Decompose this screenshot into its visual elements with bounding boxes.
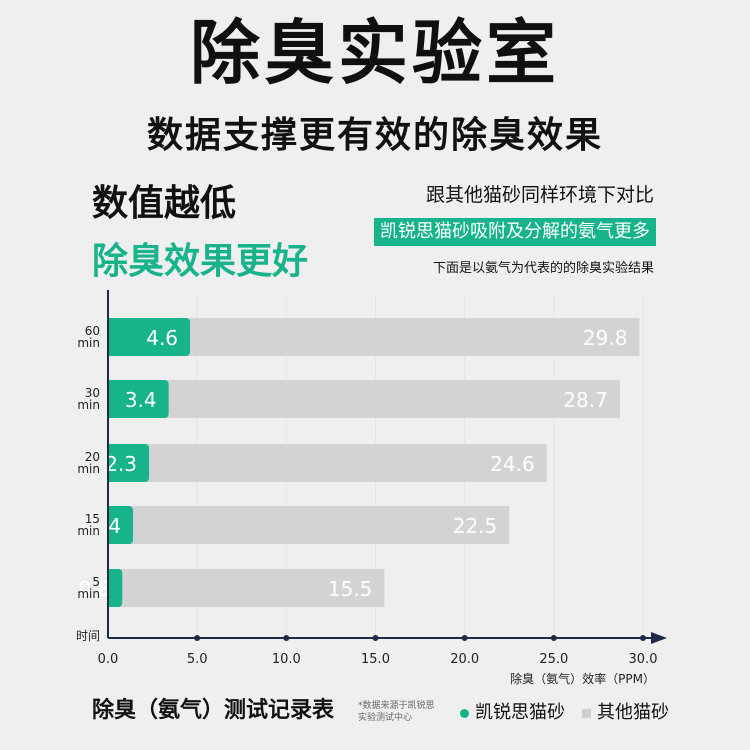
- bar-kairuisi-edge: [108, 444, 114, 482]
- category-label-unit: min: [77, 587, 100, 601]
- x-tick-label: 30.0: [629, 652, 658, 667]
- bar-kairuisi-edge: [108, 318, 114, 356]
- category-label-unit: min: [77, 524, 100, 538]
- category-label-unit: min: [77, 336, 100, 350]
- data-label-kairuisi: 4.6: [146, 326, 178, 350]
- category-label-unit: min: [77, 462, 100, 476]
- data-label-kairuisi: 3.4: [125, 388, 157, 412]
- data-source-line-2: 实验测试中心: [358, 713, 413, 723]
- x-tick-label: 25.0: [539, 652, 568, 667]
- highlight-badge: 凯锐思猫砂吸附及分解的氨气更多: [374, 218, 656, 246]
- x-tick-dot: [461, 635, 468, 641]
- bar-kairuisi-edge: [108, 569, 114, 607]
- category-label-number: 60: [85, 324, 100, 338]
- bar-other: [108, 318, 640, 356]
- bar-other: [108, 569, 385, 607]
- headline-lower-value: 数值越低: [92, 183, 237, 224]
- page-subtitle: 数据支撑更有效的除臭效果: [146, 115, 603, 156]
- legend-square-icon: [582, 708, 591, 718]
- category-label-number: 30: [85, 386, 100, 400]
- bar-kairuisi: [108, 444, 150, 482]
- x-tick-dot: [283, 635, 290, 641]
- data-label-other: 15.5: [328, 577, 373, 601]
- category-label-number: 5: [92, 575, 100, 589]
- legend-label-other: 其他猫砂: [597, 702, 669, 723]
- x-tick-label: 0.0: [98, 652, 119, 667]
- bar-other: [108, 506, 510, 544]
- footer-title: 除臭（氨气）测试记录表: [92, 698, 335, 723]
- legend-label-kairuisi: 凯锐思猫砂: [475, 702, 565, 723]
- x-tick-dot: [550, 635, 557, 641]
- data-label-other: 29.8: [583, 326, 628, 350]
- bar-other: [108, 444, 547, 482]
- data-source-line-1: *数据来源于凯锐思: [358, 701, 435, 711]
- x-tick-label: 10.0: [272, 652, 301, 667]
- data-label-other: 28.7: [563, 388, 608, 412]
- bar-kairuisi-edge: [108, 506, 114, 544]
- y-axis-title: 时间: [76, 629, 100, 643]
- x-axis-title: 除臭（氨气）效率（PPM）: [510, 671, 655, 686]
- bar-kairuisi: [108, 318, 191, 356]
- data-label-kairuisi: 2.3: [105, 452, 137, 476]
- bar-kairuisi: [108, 380, 169, 418]
- category-label-number: 15: [85, 512, 100, 526]
- data-label-other: 22.5: [453, 514, 498, 538]
- data-label-other: 24.6: [490, 452, 535, 476]
- legend-item-kairuisi: 凯锐思猫砂: [460, 704, 565, 722]
- bar-kairuisi: [108, 506, 133, 544]
- bar-other: [108, 380, 620, 418]
- x-tick-label: 5.0: [187, 652, 208, 667]
- comparison-text: 跟其他猫砂同样环境下对比: [425, 184, 654, 206]
- headline-better-effect: 除臭效果更好: [92, 241, 309, 282]
- page-title: 除臭实验室: [190, 12, 560, 94]
- data-label-kairuisi: 1.4: [89, 514, 121, 538]
- data-source-note: *数据来源于凯锐思 实验测试中心: [358, 700, 438, 724]
- category-label-number: 20: [85, 450, 100, 464]
- bar-kairuisi-edge: [108, 380, 114, 418]
- x-axis-arrow-icon: [651, 632, 667, 644]
- legend-dot-icon: [460, 708, 469, 718]
- x-tick-label: 20.0: [450, 652, 479, 667]
- x-tick-dot: [640, 635, 646, 641]
- experiment-note: 下面是以氨气为代表的的除臭实验结果: [432, 261, 654, 276]
- x-tick-dot: [194, 635, 201, 641]
- category-label-unit: min: [77, 398, 100, 412]
- x-tick-dot: [372, 635, 379, 641]
- legend-item-other: 其他猫砂: [582, 704, 669, 722]
- data-label-kairuisi: 0.8: [78, 577, 110, 601]
- x-tick-label: 15.0: [361, 652, 390, 667]
